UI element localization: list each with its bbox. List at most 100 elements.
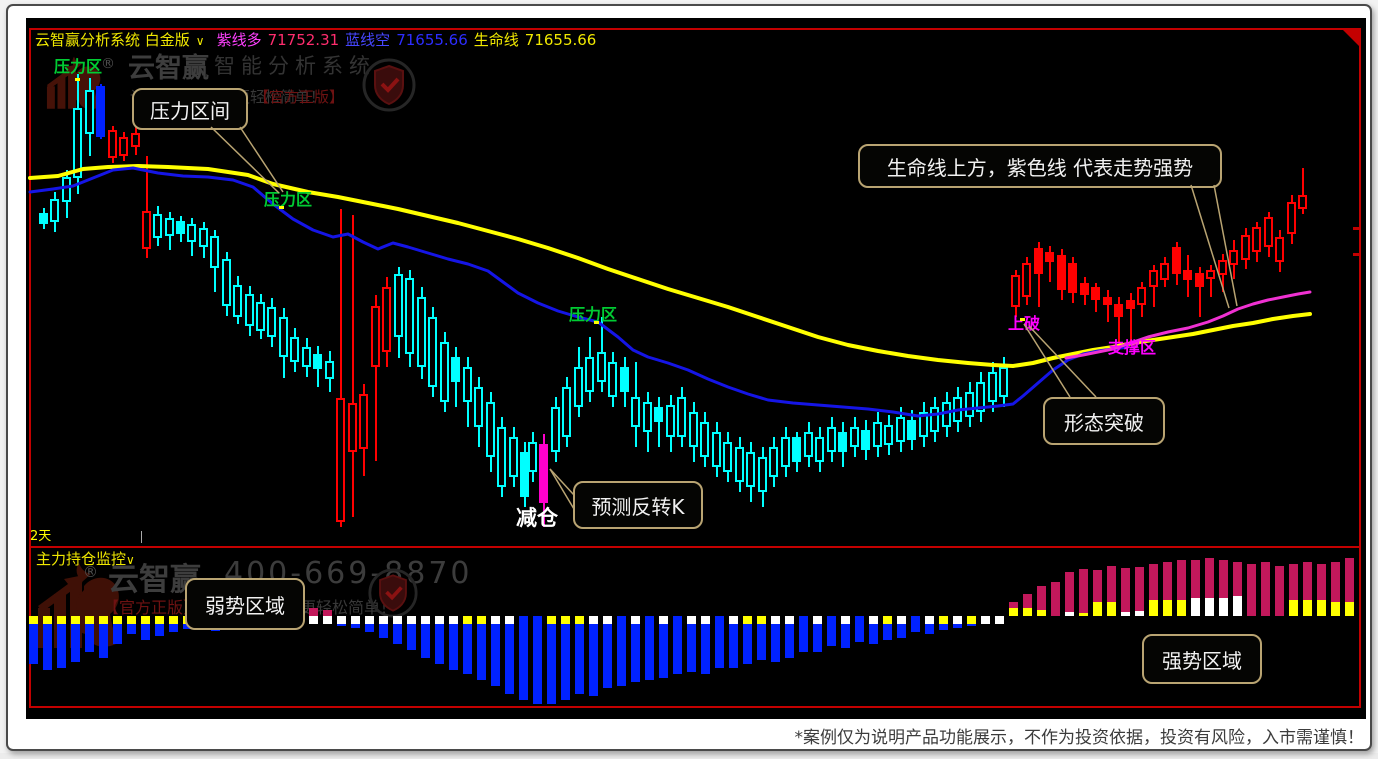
histogram-bar-segment xyxy=(421,616,430,624)
candle-body xyxy=(497,427,506,487)
candle-body xyxy=(1275,237,1284,262)
histogram-bar-segment xyxy=(29,624,38,664)
histogram-bar-segment xyxy=(855,616,864,642)
candle-body xyxy=(371,306,380,367)
candle-body xyxy=(1252,227,1261,252)
candle-body xyxy=(574,367,583,407)
histogram-bar-segment xyxy=(1177,560,1186,600)
candle-body xyxy=(428,317,437,387)
histogram-bar-segment xyxy=(1317,600,1326,616)
histogram-bar-segment xyxy=(813,616,822,624)
histogram-bar-segment xyxy=(71,616,80,624)
candle-body xyxy=(1034,248,1043,274)
histogram-bar-segment xyxy=(323,616,332,624)
histogram-bar-segment xyxy=(771,624,780,662)
histogram-bar-segment xyxy=(883,616,892,624)
candle-body xyxy=(1068,263,1077,293)
histogram-bar-segment xyxy=(631,616,640,624)
histogram-bar-segment xyxy=(561,624,570,700)
candle-body xyxy=(1011,275,1020,307)
histogram-bar-segment xyxy=(575,616,584,624)
histogram-bar-segment xyxy=(1233,562,1242,596)
candle-body xyxy=(233,285,242,317)
histogram-bar-segment xyxy=(925,616,934,624)
histogram-bar-segment xyxy=(491,624,500,686)
histogram-bar-segment xyxy=(617,616,626,686)
candle-body xyxy=(1218,260,1227,275)
candle-body xyxy=(712,432,721,467)
candle-body xyxy=(394,274,403,337)
histogram-bar-segment xyxy=(1065,572,1074,612)
candle-body xyxy=(267,307,276,337)
histogram-bar-segment xyxy=(1163,600,1172,616)
candle-body xyxy=(1057,255,1066,290)
legend-label: 紫线多 xyxy=(216,30,262,49)
candle-wick xyxy=(352,215,354,517)
histogram-bar-segment xyxy=(1205,598,1214,616)
histogram-bar-segment xyxy=(505,616,514,624)
histogram-bar-segment xyxy=(1093,602,1102,616)
histogram-bar-segment xyxy=(1107,566,1116,602)
candle-body xyxy=(976,382,985,412)
histogram-bar-segment xyxy=(1107,602,1116,616)
app-title-dropdown[interactable]: 云智赢分析系统 白金版 ∨ xyxy=(35,30,205,49)
legend-label: 生命线 xyxy=(473,30,519,49)
histogram-bar-segment xyxy=(1037,586,1046,610)
registered-mark-watermark: ® xyxy=(101,56,115,72)
candle-body xyxy=(953,397,962,422)
histogram-bar-segment xyxy=(155,616,164,624)
candle-body xyxy=(165,218,174,236)
histogram-bar-segment xyxy=(1079,613,1088,616)
chart-label: 压力区 xyxy=(264,190,313,209)
indicator-legend: 紫线多 71752.31 蓝线空 71655.66 生命线 71655.66 xyxy=(217,29,603,50)
candle-body xyxy=(1229,250,1238,265)
candle-body xyxy=(1298,195,1307,209)
candle-body xyxy=(1091,287,1100,300)
candle-body xyxy=(85,90,94,134)
chevron-down-icon: ∨ xyxy=(195,33,205,48)
histogram-bar-segment xyxy=(1163,562,1172,600)
histogram-bar-segment xyxy=(897,616,906,624)
histogram-bar-segment xyxy=(1219,598,1228,616)
histogram-bar-segment xyxy=(953,624,962,628)
chart-label: 减仓 xyxy=(516,506,558,530)
histogram-bar-segment xyxy=(365,624,374,632)
histogram-bar-segment xyxy=(449,624,458,670)
histogram-bar-segment xyxy=(113,616,122,624)
chart-label: 压力区 xyxy=(569,305,618,324)
brand-watermark: 云智赢 xyxy=(128,53,209,84)
title-bar: 云智赢分析系统 白金版 ∨ 紫线多 71752.31 蓝线空 71655.66 生命线 71… xyxy=(35,29,608,50)
histogram-bar-segment xyxy=(351,616,360,624)
histogram-bar-segment xyxy=(743,616,752,624)
candle-body xyxy=(486,402,495,457)
candle-body xyxy=(96,86,105,137)
candle-body xyxy=(62,177,71,202)
chart-label: 支撑区 xyxy=(1108,338,1157,357)
histogram-bar-segment xyxy=(1149,564,1158,600)
candle-body xyxy=(1103,297,1112,305)
histogram-bar-segment xyxy=(1233,596,1242,616)
period-label: 2天 xyxy=(30,529,52,544)
histogram-bar-segment xyxy=(1289,600,1298,616)
corner-decoration xyxy=(1341,28,1361,48)
candle-body xyxy=(999,367,1008,397)
histogram-bar-segment xyxy=(981,616,990,624)
histogram-bar-segment xyxy=(407,616,416,624)
histogram-bar-segment xyxy=(799,616,808,652)
candle-body xyxy=(1195,273,1204,287)
candle-body xyxy=(222,259,231,306)
candle-body xyxy=(1206,270,1215,279)
histogram-bar-segment xyxy=(897,624,906,638)
lower-panel-dropdown[interactable]: 主力持仓监控∨ xyxy=(36,550,135,568)
candle-body xyxy=(620,367,629,392)
histogram-bar-segment xyxy=(1289,564,1298,600)
candle-body xyxy=(551,407,560,452)
histogram-bar-segment xyxy=(729,624,738,668)
callout-box: 生命线上方，紫色线 代表走势强势 xyxy=(858,144,1222,188)
histogram-bar-segment xyxy=(71,624,80,662)
histogram-bar-segment xyxy=(85,616,94,624)
legend-value: 71752.31 xyxy=(267,30,340,49)
candle-body xyxy=(689,412,698,447)
candle-body xyxy=(210,236,219,268)
